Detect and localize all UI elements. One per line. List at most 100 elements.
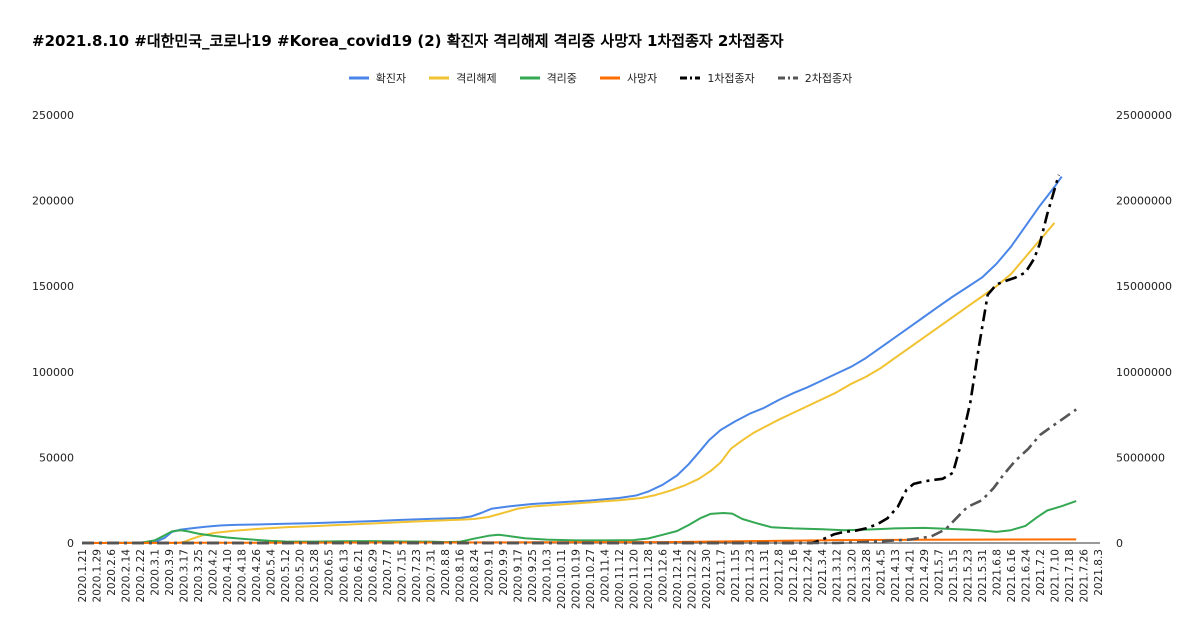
legend-swatch bbox=[599, 76, 620, 80]
legend-item: 격리중 bbox=[519, 70, 577, 86]
x-tick-label: 2020.4.10 bbox=[222, 549, 234, 602]
y-right-tick-label: 20000000 bbox=[1116, 195, 1172, 208]
x-tick-label: 2020.2.6 bbox=[106, 549, 118, 596]
y-left-tick-label: 0 bbox=[67, 537, 74, 550]
y-right-tick-label: 10000000 bbox=[1116, 366, 1172, 379]
x-tick-label: 2020.11.20 bbox=[629, 549, 641, 609]
x-tick-label: 2020.3.25 bbox=[193, 549, 205, 602]
x-tick-label: 2020.9.1 bbox=[483, 549, 495, 596]
y-right-tick-label: 25000000 bbox=[1116, 109, 1172, 122]
x-tick-label: 2020.3.9 bbox=[164, 549, 176, 596]
x-tick-label: 2021.2.16 bbox=[788, 549, 800, 603]
x-tick-label: 2020.5.12 bbox=[280, 549, 292, 602]
x-tick-label: 2020.6.21 bbox=[353, 549, 365, 602]
y-left-tick-label: 250000 bbox=[32, 109, 74, 122]
x-tick-label: 2020.5.20 bbox=[295, 549, 307, 602]
x-tick-label: 2020.11.4 bbox=[600, 549, 612, 603]
chart-title: #2021.8.10 #대한민국_코로나19 #Korea_covid19 (2… bbox=[32, 32, 784, 50]
series-line-6 bbox=[82, 408, 1077, 545]
legend-item: 1차접종자 bbox=[679, 70, 755, 86]
x-tick-label: 2021.6.8 bbox=[991, 549, 1003, 596]
legend-swatch bbox=[429, 76, 450, 80]
x-tick-label: 2020.8.16 bbox=[454, 549, 466, 603]
x-tick-label: 2021.4.29 bbox=[919, 549, 931, 602]
x-tick-label: 2020.12.14 bbox=[672, 549, 684, 609]
x-tick-label: 2020.3.17 bbox=[179, 549, 191, 602]
x-tick-label: 2021.1.31 bbox=[759, 549, 771, 602]
x-tick-label: 2021.3.12 bbox=[832, 549, 844, 602]
x-tick-label: 2021.6.24 bbox=[1020, 549, 1032, 603]
x-tick-label: 2021.5.31 bbox=[977, 549, 989, 602]
x-tick-label: 2020.8.8 bbox=[440, 549, 452, 596]
x-tick-label: 2020.1.21 bbox=[77, 549, 89, 602]
x-tick-label: 2020.5.28 bbox=[309, 549, 321, 602]
x-tick-label: 2020.4.26 bbox=[251, 549, 263, 603]
x-tick-label: 2020.12.22 bbox=[687, 549, 699, 609]
x-tick-label: 2021.6.16 bbox=[1006, 549, 1018, 603]
series-line-1 bbox=[81, 176, 1063, 544]
x-tick-label: 2020.5.4 bbox=[266, 549, 278, 596]
legend-label: 2차접종자 bbox=[804, 72, 853, 85]
x-tick-label: 2020.9.9 bbox=[498, 549, 510, 596]
x-tick-label: 2020.4.2 bbox=[208, 549, 220, 596]
legend-item: 2차접종자 bbox=[777, 70, 852, 86]
y-left-tick-label: 100000 bbox=[32, 366, 74, 379]
x-tick-label: 2021.7.18 bbox=[1064, 549, 1076, 602]
x-tick-label: 2020.7.7 bbox=[382, 549, 394, 596]
legend-label: 사망자 bbox=[626, 72, 658, 85]
x-tick-label: 2020.10.19 bbox=[570, 549, 582, 609]
x-tick-label: 2020.9.25 bbox=[527, 549, 539, 602]
x-tick-label: 2021.7.2 bbox=[1035, 549, 1047, 596]
legend-item: 사망자 bbox=[599, 70, 657, 86]
legend-label: 1차접종자 bbox=[707, 72, 755, 85]
x-tick-label: 2021.7.10 bbox=[1049, 549, 1061, 602]
y-right-tick-label: 0 bbox=[1116, 537, 1123, 550]
x-tick-label: 2020.9.17 bbox=[512, 549, 524, 602]
x-tick-label: 2020.2.14 bbox=[121, 549, 133, 603]
x-tick-label: 2021.1.23 bbox=[745, 549, 757, 602]
x-tick-label: 2021.5.15 bbox=[948, 549, 960, 602]
legend-label: 격리중 bbox=[546, 72, 577, 85]
y-right-tick-label: 5000000 bbox=[1116, 451, 1165, 464]
legend-label: 확진자 bbox=[375, 72, 407, 85]
x-tick-label: 2020.3.1 bbox=[150, 549, 162, 596]
x-tick-label: 2021.5.23 bbox=[962, 549, 974, 602]
x-tick-label: 2021.4.21 bbox=[904, 549, 916, 602]
y-left-tick-label: 50000 bbox=[39, 451, 74, 464]
y-right-tick-label: 15000000 bbox=[1116, 280, 1172, 293]
x-tick-label: 2020.12.6 bbox=[658, 549, 670, 603]
x-tick-label: 2021.3.4 bbox=[817, 549, 829, 596]
series-line-3 bbox=[81, 500, 1077, 544]
legend-swatch bbox=[348, 76, 369, 80]
x-tick-label: 2020.7.15 bbox=[396, 549, 408, 602]
legend-item: 확진자 bbox=[348, 70, 406, 86]
x-tick-label: 2020.10.27 bbox=[585, 549, 597, 609]
x-tick-label: 2021.2.8 bbox=[774, 549, 786, 596]
series-line-2 bbox=[82, 222, 1056, 544]
series-line-5 bbox=[82, 174, 1061, 545]
legend-swatch bbox=[519, 76, 540, 80]
y-left-tick-label: 200000 bbox=[32, 195, 74, 208]
x-tick-label: 2021.3.20 bbox=[846, 549, 858, 602]
x-tick-label: 2020.2.22 bbox=[135, 549, 147, 602]
x-tick-label: 2020.1.29 bbox=[92, 549, 104, 602]
x-tick-label: 2021.8.3 bbox=[1093, 549, 1105, 596]
x-tick-label: 2021.4.13 bbox=[890, 549, 902, 602]
x-tick-label: 2021.4.5 bbox=[875, 549, 887, 596]
x-tick-label: 2020.7.31 bbox=[425, 549, 437, 602]
legend-item: 격리해제 bbox=[428, 70, 497, 86]
x-tick-label: 2020.11.28 bbox=[643, 549, 655, 609]
x-tick-label: 2020.7.23 bbox=[411, 549, 423, 602]
legend-swatch bbox=[680, 76, 701, 80]
x-tick-label: 2020.12.30 bbox=[701, 549, 713, 609]
legend-label: 격리해제 bbox=[456, 72, 497, 85]
x-tick-label: 2021.5.7 bbox=[933, 549, 945, 596]
legend-swatch bbox=[777, 76, 798, 80]
x-tick-label: 2020.11.12 bbox=[614, 549, 626, 609]
x-tick-label: 2021.3.28 bbox=[861, 549, 873, 602]
x-tick-label: 2021.2.24 bbox=[803, 549, 815, 603]
legend: 확진자 격리해제 격리중 사망자 1차접종자 2차접종자 bbox=[0, 70, 1200, 86]
x-tick-label: 2020.6.29 bbox=[367, 549, 379, 602]
x-tick-label: 2020.6.13 bbox=[338, 549, 350, 602]
